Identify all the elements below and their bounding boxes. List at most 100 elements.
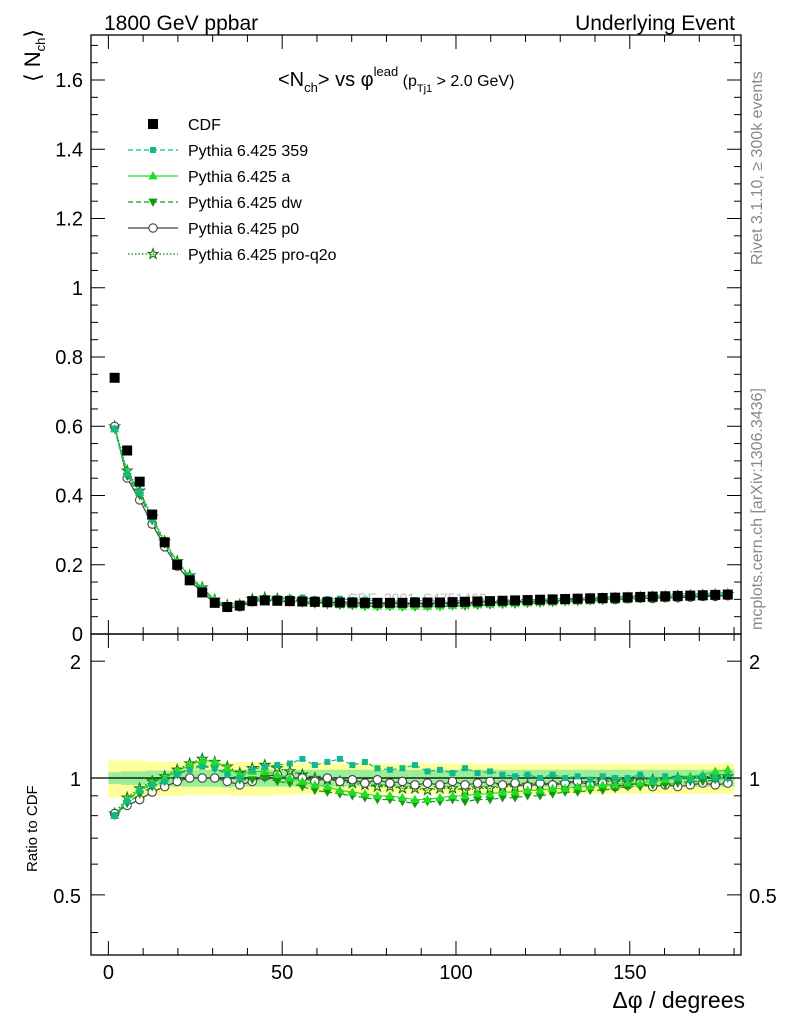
ratio-point xyxy=(472,789,483,798)
ratio-point xyxy=(472,796,483,805)
cdf-data-point xyxy=(209,597,220,608)
cdf-data-point xyxy=(585,593,596,604)
ratio-point xyxy=(687,776,694,783)
ratio-point xyxy=(322,781,332,791)
ratio-point xyxy=(662,773,669,780)
rivet-version-text: Rivet 3.1.10, ≥ 300k events xyxy=(749,71,766,265)
cdf-data-point xyxy=(572,593,583,604)
cdf-data-point xyxy=(647,591,658,602)
main-y-tick-label: 1.6 xyxy=(55,70,83,92)
x-tick-label: 100 xyxy=(439,962,472,984)
ratio-point xyxy=(698,778,708,787)
mc-point xyxy=(111,426,118,433)
ratio-point xyxy=(399,765,406,772)
x-tick-label: 150 xyxy=(613,962,646,984)
legend-entry-pythia-6-425-dw: Pythia 6.425 dw xyxy=(128,195,302,212)
main-y-tick-label: 1.2 xyxy=(55,209,83,231)
cdf-data-point xyxy=(172,559,183,570)
ratio-point xyxy=(712,775,719,782)
ratio-point xyxy=(472,778,483,788)
ratio-point xyxy=(324,758,331,765)
ratio-plot-frame xyxy=(90,633,742,956)
legend-marker xyxy=(150,147,156,153)
cdf-data-point xyxy=(560,594,571,605)
ratio-point xyxy=(460,780,470,790)
title-part-a-sub: ch xyxy=(304,80,318,95)
header-left: 1800 GeV ppbar xyxy=(104,12,258,35)
ratio-point xyxy=(161,778,168,785)
ratio-point xyxy=(660,781,670,790)
legend-entry-pythia-6-425-p0: Pythia 6.425 p0 xyxy=(128,221,299,238)
x-axis-label-symbol: Δφ xyxy=(612,987,642,1013)
ratio-point xyxy=(374,765,381,772)
ratio-point xyxy=(510,778,520,788)
cdf-data-point xyxy=(472,596,483,607)
x-tick-label: 0 xyxy=(103,962,114,984)
cdf-data-point xyxy=(660,591,671,602)
ratio-point xyxy=(370,779,385,793)
series-line xyxy=(114,428,728,608)
mc-point xyxy=(124,471,131,478)
ratio-point xyxy=(585,781,595,791)
ratio-point xyxy=(510,794,520,803)
ratio-point xyxy=(547,783,558,792)
ratio-point xyxy=(372,790,383,800)
svg-text:⟨ Nch⟩: ⟨ Nch⟩ xyxy=(20,29,48,82)
x-tick-label: 50 xyxy=(271,962,293,984)
ratio-point xyxy=(174,771,181,778)
ratio-point xyxy=(612,775,619,782)
ratio-point xyxy=(447,790,458,800)
series-pythia-6-425-a xyxy=(110,424,733,610)
ratio-point xyxy=(674,775,681,782)
ratio-point xyxy=(560,783,570,792)
ratio-point xyxy=(372,774,383,785)
cdf-data-point xyxy=(497,595,508,606)
x-axis-label: Δφ / degrees xyxy=(612,987,745,1013)
cdf-data-point xyxy=(297,596,308,607)
main-ylabel: ⟨ Nch⟩ xyxy=(20,29,48,82)
main-y-tick-label: 0.4 xyxy=(55,486,83,508)
ratio-point xyxy=(260,766,270,775)
ratio-point xyxy=(435,792,445,802)
ratio-point xyxy=(197,755,207,764)
cdf-data-point xyxy=(409,597,420,608)
ratio-point xyxy=(562,775,569,782)
ratio-point xyxy=(272,769,282,779)
ratio-point xyxy=(610,780,620,789)
cdf-data-point xyxy=(234,600,245,611)
ratio-point xyxy=(360,778,370,788)
ratio-point xyxy=(462,765,469,772)
ratio-point xyxy=(336,755,343,762)
ratio-point xyxy=(710,766,720,775)
main-ylabel-close: ⟩ xyxy=(20,29,45,38)
ratio-point xyxy=(236,775,243,782)
series-pythia-6-425-359 xyxy=(111,426,731,610)
ratio-point xyxy=(424,768,431,775)
ratio-y-tick-label-right: 0.5 xyxy=(749,886,777,908)
series-line xyxy=(114,426,728,606)
cdf-data-point xyxy=(122,445,133,456)
ratio-point xyxy=(199,763,206,770)
cdf-data-point xyxy=(222,601,233,612)
ratio-point xyxy=(335,776,345,787)
cdf-data-point xyxy=(359,597,370,608)
legend-label: Pythia 6.425 pro-q2o xyxy=(188,247,337,264)
cdf-data-point xyxy=(384,597,395,608)
main-title: <Nch> vs φlead (pTj1 > 2.0 GeV) xyxy=(278,64,514,95)
ratio-point xyxy=(386,766,393,773)
ratio-point xyxy=(322,788,332,797)
legend-label: CDF xyxy=(188,117,221,134)
ratio-point xyxy=(310,786,320,796)
cdf-data-point xyxy=(522,595,533,606)
ratio-point xyxy=(422,778,433,788)
cdf-data-point xyxy=(334,597,345,608)
legend-entry-pythia-6-425-pro-q2o: Pythia 6.425 pro-q2o xyxy=(128,247,337,264)
ratio-point xyxy=(637,771,644,778)
main-y-tick-label: 0 xyxy=(72,624,83,646)
ratio-point xyxy=(197,773,207,783)
title-part-c-sub: Tj1 xyxy=(417,83,432,95)
ratio-point xyxy=(510,787,520,796)
ratio-point xyxy=(211,765,218,772)
series-pythia-6-425-dw xyxy=(110,425,733,612)
ratio-point xyxy=(311,762,318,769)
